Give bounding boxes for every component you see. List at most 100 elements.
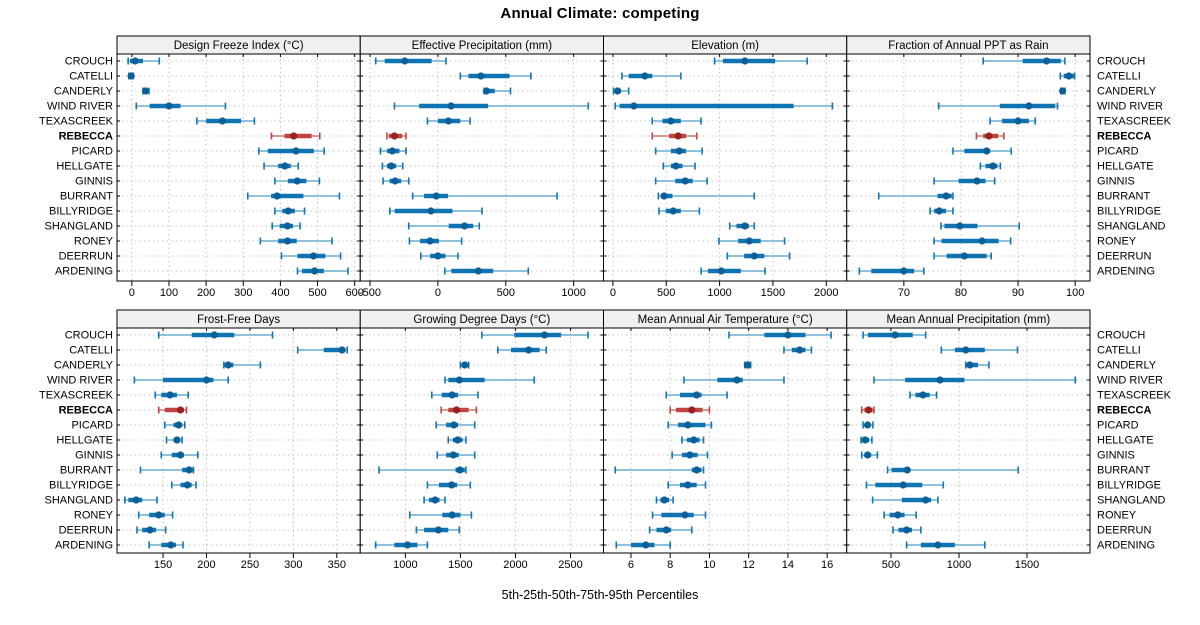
percentile-row-hellgate: [165, 436, 183, 444]
x-tick-label: 10: [703, 559, 715, 571]
percentile-row-rebecca: [860, 406, 875, 414]
site-label-right-picard: PICARD: [1097, 420, 1139, 432]
site-label-right-ardening: ARDENING: [1097, 266, 1155, 278]
x-tick-label: 12: [743, 559, 755, 571]
median-dot: [1025, 102, 1033, 110]
site-label-right-wind-river: WIND RIVER: [1097, 101, 1163, 113]
median-dot: [741, 222, 749, 230]
median-dot: [662, 526, 670, 534]
panel-plot-area: [846, 54, 1090, 281]
x-tick-label: 200: [197, 559, 215, 571]
median-dot: [290, 132, 298, 140]
median-dot: [293, 177, 301, 185]
median-dot: [861, 436, 869, 444]
median-dot: [922, 496, 930, 504]
percentile-row-deerrun: [726, 252, 791, 260]
median-dot: [983, 147, 991, 155]
median-dot: [166, 391, 174, 399]
percentile-row-wind-river: [937, 102, 1059, 110]
median-dot: [403, 541, 412, 549]
percentile-row-burrant: [877, 192, 954, 200]
site-label-left-crouch: CROUCH: [65, 56, 113, 68]
site-label-right-hellgate: HELLGATE: [1097, 435, 1154, 447]
x-tick-label: 100: [160, 287, 178, 299]
median-dot: [131, 57, 139, 65]
site-label-left-billyridge: BILLYRIDGE: [49, 480, 113, 492]
median-dot: [141, 87, 150, 95]
panel-title: Mean Annual Precipitation (mm): [887, 314, 1051, 326]
percentile-row-burrant: [246, 192, 341, 200]
percentile-row-wind-river: [444, 376, 535, 384]
median-dot: [973, 177, 981, 185]
median-dot: [434, 526, 442, 534]
median-dot: [919, 391, 927, 399]
median-dot: [426, 237, 434, 245]
percentile-row-hellgate: [263, 162, 300, 170]
site-label-left-shangland: SHANGLAND: [45, 495, 114, 507]
site-label-right-wind-river: WIND RIVER: [1097, 375, 1163, 387]
percentile-row-ginnis: [382, 177, 410, 185]
percentile-row-rebecca: [651, 132, 698, 140]
median-dot: [450, 421, 458, 429]
median-dot: [675, 147, 683, 155]
median-dot: [474, 267, 482, 275]
median-dot: [667, 117, 675, 125]
median-dot: [391, 177, 399, 185]
percentile-row-picard: [667, 421, 713, 429]
site-label-left-rebecca: REBECCA: [59, 405, 113, 417]
median-dot: [310, 267, 319, 275]
site-label-left-wind-river: WIND RIVER: [47, 101, 113, 113]
median-dot: [455, 376, 463, 384]
percentile-row-picard: [435, 421, 476, 429]
x-tick-label: 250: [241, 559, 259, 571]
site-label-right-rebecca: REBECCA: [1097, 131, 1151, 143]
median-dot: [630, 102, 638, 110]
median-dot: [175, 421, 183, 429]
median-dot: [903, 466, 911, 474]
percentile-row-burrant: [886, 466, 1019, 474]
x-tick-label: -500: [359, 287, 381, 299]
panel-elevation-m: Elevation (m) 0 500 1000 1500 2000: [603, 35, 848, 299]
site-label-right-hellgate: HELLGATE: [1097, 161, 1154, 173]
site-label-right-ginnis: GINNIS: [1097, 176, 1135, 188]
median-dot: [283, 222, 292, 230]
site-label-right-rebecca: REBECCA: [1097, 405, 1151, 417]
panel-fraction-of-annual-ppt-as-rain: Fraction of Annual PPT as Rain 70 80 90 100: [846, 35, 1091, 299]
median-dot: [273, 192, 281, 200]
median-dot: [525, 346, 533, 354]
site-label-right-burrant: BURRANT: [1097, 191, 1150, 203]
median-dot: [447, 102, 455, 110]
percentile-row-catelli: [1059, 72, 1076, 80]
median-dot: [283, 237, 292, 245]
percentile-row-deerrun: [892, 526, 922, 534]
x-tick-label: 0: [435, 287, 441, 299]
percentile-row-canderly: [612, 87, 630, 95]
percentile-row-ardening: [700, 267, 766, 275]
site-label-left-crouch: CROUCH: [65, 330, 113, 342]
site-label-left-deerrun: DEERRUN: [59, 251, 113, 263]
median-dot: [684, 421, 692, 429]
percentile-row-wind-river: [614, 102, 834, 110]
percentile-row-ardening: [296, 267, 349, 275]
site-label-right-billyridge: BILLYRIDGE: [1097, 480, 1161, 492]
x-tick-label: 16: [821, 559, 833, 571]
median-dot: [432, 192, 440, 200]
median-dot: [690, 436, 698, 444]
median-dot: [388, 147, 396, 155]
median-dot: [387, 162, 395, 170]
median-dot: [966, 361, 974, 369]
percentile-row-picard: [952, 147, 1013, 155]
percentile-row-hellgate: [381, 162, 404, 170]
median-dot: [390, 132, 399, 140]
site-label-left-texascreek: TEXASCREEK: [39, 116, 114, 128]
median-dot: [1014, 117, 1022, 125]
percentile-row-canderly: [1058, 87, 1067, 95]
median-dot: [956, 222, 964, 230]
site-label-right-crouch: CROUCH: [1097, 56, 1145, 68]
panel-plot-area: [360, 54, 604, 281]
site-label-left-texascreek: TEXASCREEK: [39, 390, 114, 402]
percentile-row-roney: [408, 511, 473, 519]
x-tick-label: 400: [271, 287, 289, 299]
median-dot: [894, 511, 902, 519]
